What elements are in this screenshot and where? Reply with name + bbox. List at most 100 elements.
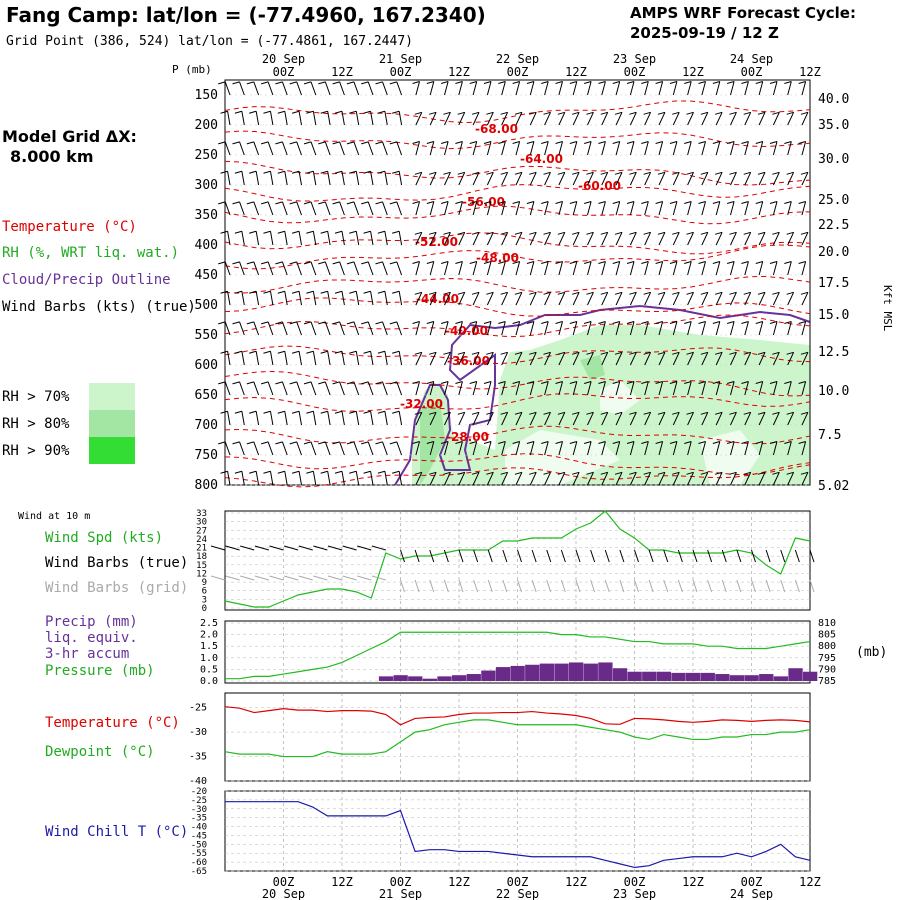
wind-barb-flag: [363, 230, 371, 234]
wind-barb-flag: [471, 471, 480, 475]
wind-barb-flag: [571, 171, 580, 175]
wind-barb: [515, 292, 523, 306]
wind-barb-flag: [332, 441, 340, 445]
wind-barb-flag: [263, 350, 271, 354]
surface-barb: [210, 545, 226, 551]
wind-barb: [758, 472, 766, 486]
wind-barb: [415, 472, 423, 486]
wind-barb-flag: [726, 380, 735, 384]
wind-barb: [801, 141, 807, 156]
wind-barb: [310, 321, 317, 336]
wind-barb-flag: [643, 231, 651, 235]
wind-barb: [572, 141, 578, 156]
wind-barb: [327, 111, 331, 126]
wind-barb: [284, 111, 288, 126]
wind-barb-flag: [684, 380, 692, 384]
wind-barb-flag: [275, 441, 283, 445]
wind-barb-flag: [669, 200, 678, 204]
wind-barb: [715, 321, 721, 336]
wind-barb-flag: [332, 321, 340, 325]
wind-barb-flag: [598, 440, 606, 444]
wind-barb-flag: [743, 351, 751, 355]
wind-barb-flag: [469, 380, 477, 384]
wind-barb-flag: [426, 380, 434, 384]
wind-barb-flag: [426, 80, 434, 84]
grid-barb: [487, 579, 493, 593]
wind-barb: [339, 441, 345, 456]
wind-barb: [544, 261, 549, 276]
wind-barb: [658, 352, 666, 366]
wind-barb-flag: [629, 111, 637, 115]
wind-barb-flag: [232, 441, 240, 445]
pressure-tick-label: 700: [195, 418, 218, 433]
wind-barb-flag: [334, 410, 343, 414]
wind-barb: [515, 112, 523, 126]
wind-barb-flag: [743, 231, 751, 235]
wind-barb-flag: [440, 320, 449, 324]
wind-barb-flag: [275, 81, 283, 85]
grid-barb: [560, 579, 566, 593]
wind-barb-flag: [412, 200, 420, 204]
wind-barb: [715, 232, 723, 246]
wind-barb: [687, 412, 694, 426]
grid-barb: [531, 579, 537, 593]
wind-barb: [255, 471, 260, 486]
temperature-line: [224, 706, 811, 726]
wind-barb: [529, 412, 537, 426]
wind-barb-flag: [583, 320, 592, 324]
wind-barb-flag: [657, 111, 666, 115]
wind-barb: [415, 261, 421, 276]
wind-barb: [587, 232, 594, 246]
wind-barb-flag: [440, 440, 449, 444]
wind-barb: [370, 291, 374, 306]
wind-barb: [658, 112, 666, 126]
wind-barb-flag: [469, 440, 477, 444]
precip-bar: [525, 664, 540, 681]
wind-barb-flag: [377, 350, 386, 354]
wind-barb-flag: [541, 440, 549, 444]
windchill-tick: -40: [191, 823, 207, 833]
wind-barb-flag: [455, 260, 463, 264]
precip-tick: 2.0: [200, 630, 218, 641]
wind-barb-flag: [612, 380, 620, 384]
wind-barb-flag: [571, 471, 580, 475]
wind-barb-flag: [455, 380, 463, 384]
wind-barb: [284, 291, 288, 306]
wind-barb-flag: [486, 291, 494, 295]
isotherm-label: -36.00: [447, 354, 490, 368]
wind-barb: [787, 472, 795, 486]
grid-barb: [254, 575, 270, 581]
wind-barb-flag: [643, 351, 651, 355]
wind-barb: [382, 201, 388, 216]
wind-barb-flag: [498, 440, 506, 444]
wind-barb: [544, 201, 549, 216]
wind-barb: [544, 352, 551, 366]
isotherm: [224, 345, 811, 365]
grid-barb: [458, 579, 464, 593]
wind-barb-flag: [655, 80, 663, 84]
wind-barb: [382, 141, 388, 156]
wind-barb: [558, 81, 564, 96]
wind-barb: [572, 172, 580, 186]
wind-barb-flag: [457, 171, 465, 175]
wind-barb: [529, 321, 535, 336]
wind-barb: [353, 381, 360, 396]
wind-barb: [239, 81, 245, 96]
wind-barb: [715, 112, 723, 126]
wind-barb: [772, 232, 780, 246]
wind-barb: [253, 141, 260, 156]
wind-barb-flag: [700, 171, 708, 175]
wind-barb: [298, 291, 302, 306]
wind-barb: [601, 141, 606, 156]
wind-barb: [629, 441, 635, 456]
pressure-unit-label: (mb): [856, 645, 887, 660]
wind-barb: [629, 321, 635, 336]
wind-barb-flag: [526, 200, 535, 204]
wspd-tick: 3: [202, 595, 207, 605]
wind-barb: [515, 412, 523, 426]
wind-barb-flag: [469, 140, 477, 144]
wind-barb-flag: [784, 200, 792, 204]
wind-barb-flag: [246, 81, 254, 85]
wind-barb-flag: [498, 80, 506, 84]
wind-barb-flag: [786, 291, 794, 295]
